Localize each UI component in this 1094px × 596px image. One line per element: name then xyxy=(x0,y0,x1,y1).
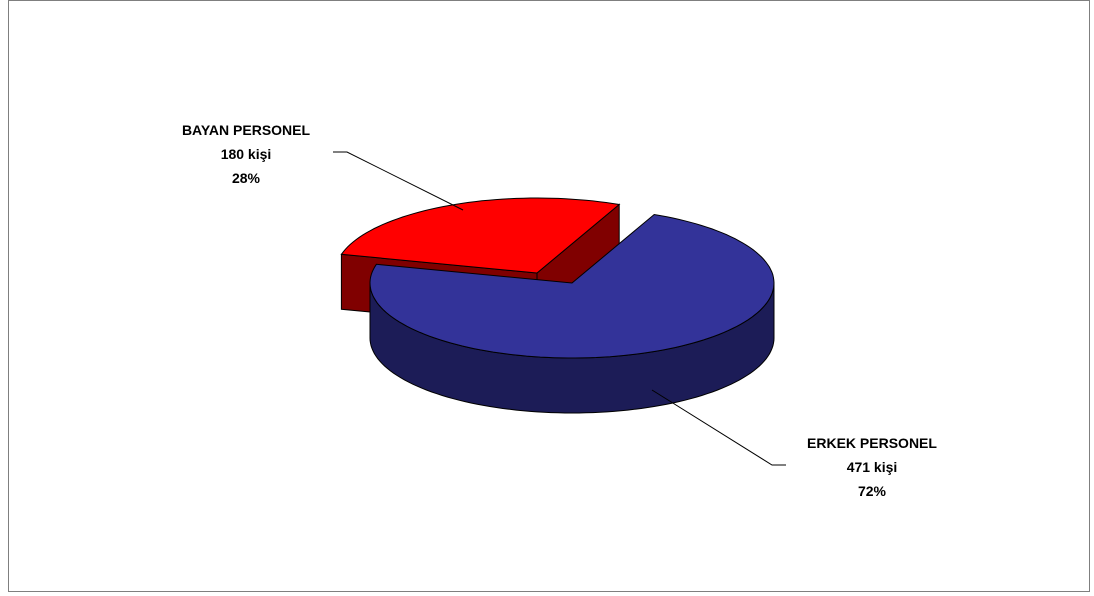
label-bayan-count: 180 kişi xyxy=(221,146,272,162)
leader-line-bayan xyxy=(333,151,464,211)
label-bayan-name: BAYAN PERSONEL xyxy=(182,122,311,138)
pie-slice-erkek xyxy=(369,213,775,359)
label-bayan-percent: 28% xyxy=(232,170,261,186)
label-erkek-name: ERKEK PERSONEL xyxy=(807,435,937,451)
label-erkek-count: 471 kişi xyxy=(847,459,898,475)
pie-marks xyxy=(340,197,775,414)
label-erkek-percent: 72% xyxy=(858,483,887,499)
pie-slice-bayan xyxy=(340,197,621,274)
leader-line-erkek xyxy=(651,389,786,466)
